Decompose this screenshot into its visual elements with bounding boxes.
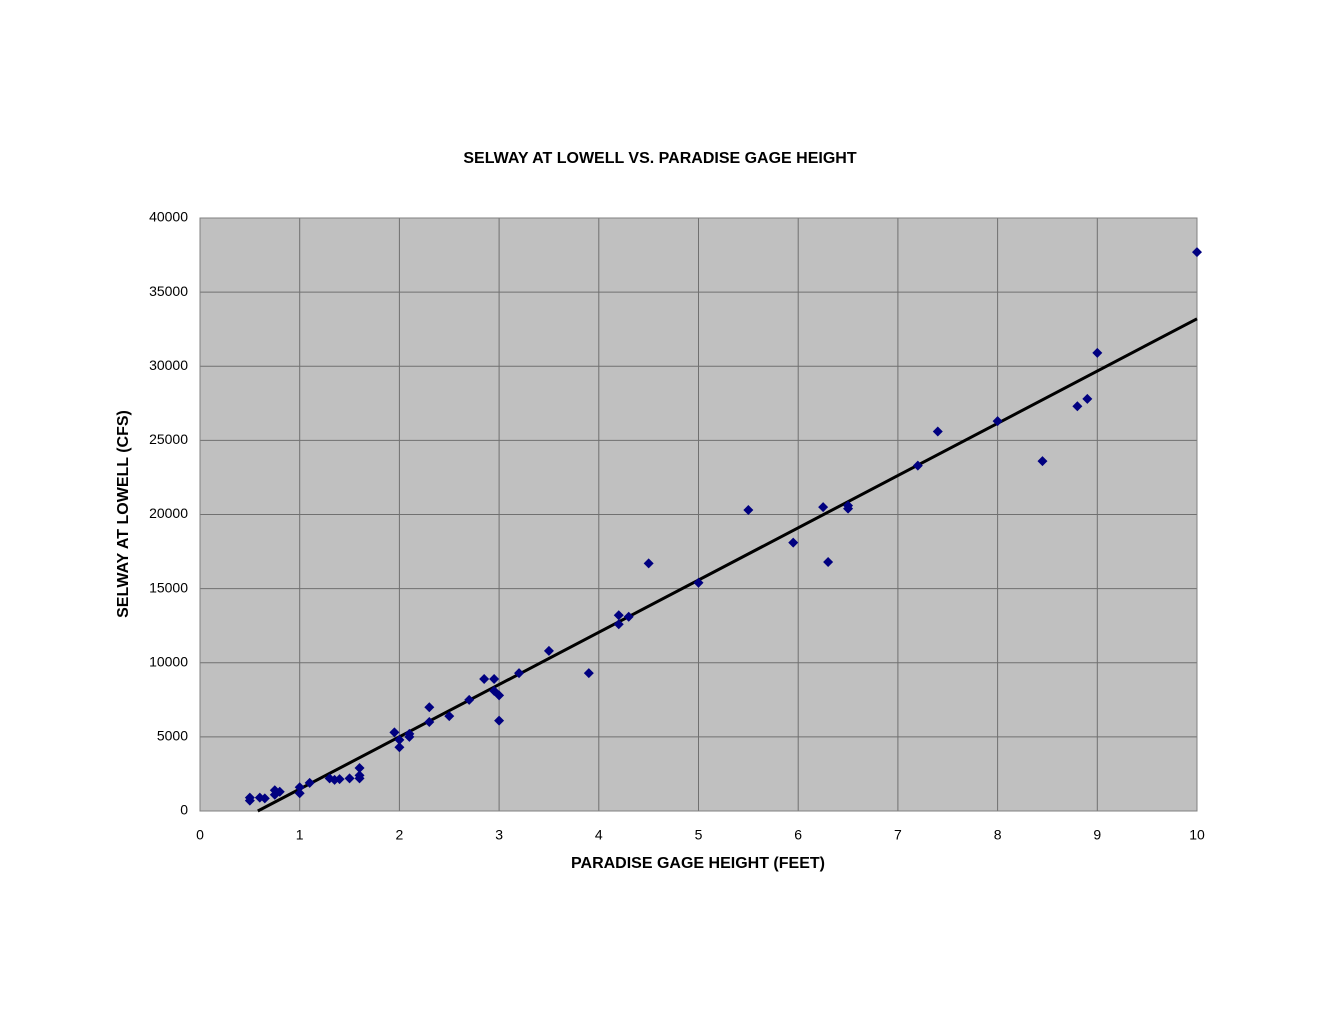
x-tick-label: 10: [1189, 827, 1205, 843]
data-point: [1037, 456, 1048, 467]
y-tick-label: 5000: [157, 728, 188, 744]
data-point: [788, 537, 799, 548]
y-tick-label: 0: [180, 802, 188, 818]
data-point: [583, 668, 594, 679]
data-point: [912, 460, 923, 471]
data-point: [334, 774, 345, 785]
x-tick-label: 3: [495, 827, 503, 843]
data-point: [244, 795, 255, 806]
data-point: [818, 502, 829, 513]
data-point: [494, 715, 505, 726]
data-point: [274, 786, 285, 797]
data-point: [613, 619, 624, 630]
x-tick-label: 7: [894, 827, 902, 843]
data-point: [992, 416, 1003, 427]
x-axis-title: PARADISE GAGE HEIGHT (FEET): [571, 855, 825, 872]
data-point: [444, 711, 455, 722]
data-point: [394, 734, 405, 745]
x-tick-label: 5: [695, 827, 703, 843]
data-point: [354, 770, 365, 781]
data-point: [514, 668, 525, 679]
data-point: [479, 674, 490, 685]
data-point: [823, 556, 834, 567]
data-point: [304, 777, 315, 788]
y-tick-label: 15000: [149, 579, 188, 595]
x-tick-label: 1: [296, 827, 304, 843]
data-point: [354, 763, 365, 774]
x-tick-label: 0: [196, 827, 204, 843]
x-tick-label: 2: [396, 827, 404, 843]
y-tick-label: 20000: [149, 505, 188, 521]
data-point: [932, 426, 943, 437]
data-point: [623, 611, 634, 622]
trendline: [257, 317, 1198, 813]
data-point: [643, 558, 654, 569]
y-tick-label: 35000: [149, 283, 188, 299]
chart-title: SELWAY AT LOWELL VS. PARADISE GAGE HEIGH…: [463, 150, 856, 167]
x-tick-label: 8: [994, 827, 1002, 843]
y-tick-label: 25000: [149, 431, 188, 447]
data-point: [1192, 247, 1202, 258]
data-point: [1092, 347, 1103, 358]
data-point: [424, 717, 435, 728]
data-point: [543, 645, 554, 656]
data-point: [1072, 401, 1083, 412]
data-point: [489, 674, 500, 685]
data-point: [743, 505, 754, 516]
data-point: [693, 577, 704, 588]
plot-border: [199, 217, 1198, 812]
y-tick-label: 30000: [149, 357, 188, 373]
y-axis-title: SELWAY AT LOWELL (CFS): [115, 410, 132, 618]
data-point: [294, 788, 305, 799]
data-point: [464, 694, 475, 705]
y-tick-label: 10000: [149, 653, 188, 669]
x-tick-label: 6: [794, 827, 802, 843]
data-point: [1082, 393, 1093, 404]
data-point: [394, 742, 405, 753]
data-point: [344, 773, 355, 784]
y-tick-label: 40000: [149, 209, 188, 225]
data-point: [424, 702, 435, 713]
data-point: [613, 610, 624, 621]
x-tick-label: 4: [595, 827, 603, 843]
data-point: [843, 500, 854, 511]
data-point: [294, 782, 305, 793]
data-point: [404, 728, 415, 739]
data-point: [494, 690, 505, 701]
x-tick-label: 9: [1093, 827, 1101, 843]
data-point: [389, 727, 400, 738]
data-point: [259, 793, 270, 804]
